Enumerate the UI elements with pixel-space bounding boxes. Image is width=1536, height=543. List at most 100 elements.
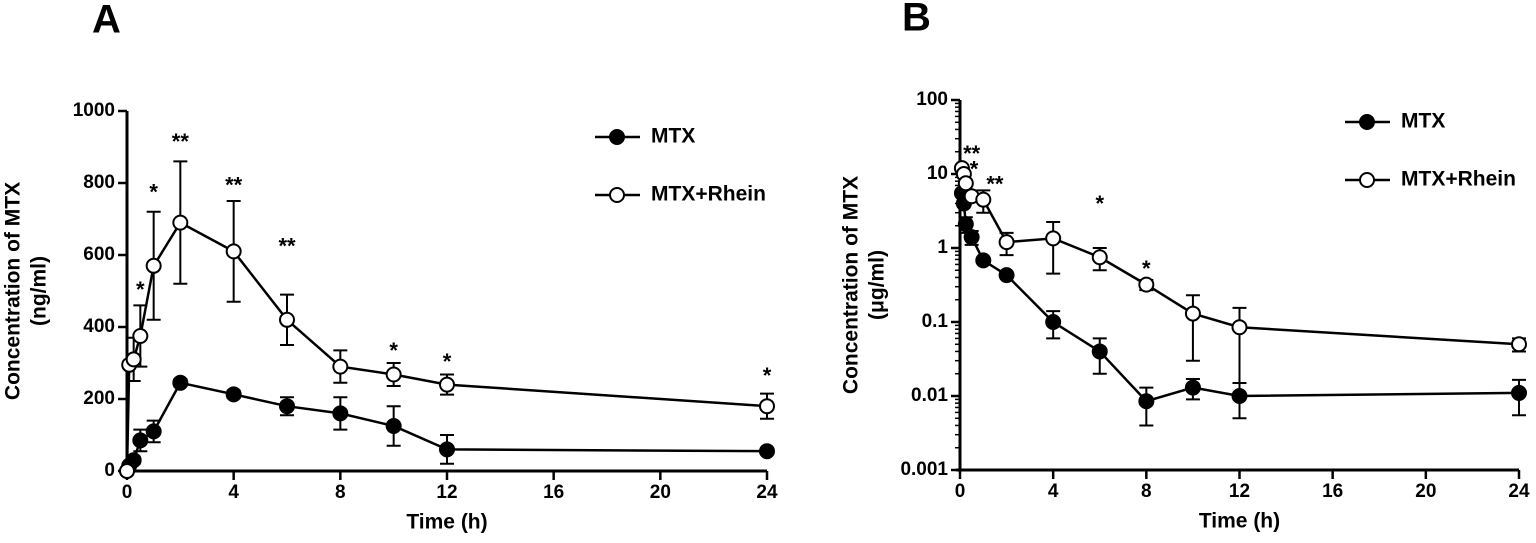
error-bar: [1185, 294, 1200, 362]
data-point: [385, 418, 402, 434]
data-point: [225, 243, 242, 260]
y-tick-label: 1000: [73, 100, 115, 121]
data-point: [279, 398, 295, 415]
significance-mark: *: [1095, 191, 1104, 216]
data-point: [1511, 384, 1527, 401]
y-axis-label: (μg/ml): [866, 250, 889, 320]
legend-label: MTX+Rhein: [1401, 168, 1516, 191]
data-point: [1045, 230, 1062, 247]
panel-label: A: [92, 0, 121, 42]
x-tick-label: 8: [1141, 481, 1152, 502]
y-axis-label: Concentration of MTX: [840, 176, 863, 394]
legend-label: MTX: [1401, 110, 1445, 133]
x-tick-label: 0: [122, 482, 133, 503]
data-point: [1138, 393, 1155, 410]
y-tick-label: 600: [83, 244, 115, 265]
x-tick-label: 8: [335, 482, 346, 503]
data-point: [963, 229, 980, 246]
data-point: [1511, 336, 1527, 353]
x-tick-label: 20: [650, 482, 671, 503]
y-tick-label: 800: [83, 172, 115, 193]
x-tick-label: 4: [228, 482, 239, 503]
data-point: [1045, 314, 1062, 330]
data-point: [975, 191, 992, 208]
data-point: [975, 252, 992, 269]
data-point: [332, 358, 349, 375]
y-tick-label: 0.001: [900, 459, 948, 480]
data-point: [119, 463, 135, 479]
x-tick-label: 0: [955, 481, 966, 502]
legend-label: MTX: [651, 125, 695, 148]
data-point: [998, 267, 1015, 284]
y-tick-label: 0.1: [922, 311, 949, 332]
significance-mark: *: [149, 180, 158, 205]
legend-label: MTX+Rhein: [651, 183, 766, 206]
x-tick-label: 4: [1048, 481, 1059, 502]
data-point: [1138, 276, 1155, 293]
y-tick-label: 200: [83, 388, 115, 409]
significance-mark: *: [389, 338, 398, 363]
significance-mark: **: [172, 129, 190, 154]
data-point: [1231, 388, 1248, 404]
data-point: [1091, 249, 1108, 266]
x-tick-label: 12: [1229, 481, 1250, 502]
data-point: [957, 216, 974, 233]
data-point: [172, 214, 189, 231]
x-tick-label: 24: [1508, 481, 1530, 502]
data-point: [145, 257, 162, 274]
y-tick-label: 0.01: [911, 385, 948, 406]
significance-mark: *: [443, 349, 452, 374]
data-point: [439, 376, 455, 393]
legend: MTX MTX+Rhein: [595, 125, 766, 206]
legend-marker: [609, 187, 625, 203]
y-tick-label: 1: [937, 237, 948, 258]
data-point: [225, 386, 242, 403]
significance-mark: *: [970, 157, 979, 182]
y-tick-label: 400: [83, 316, 115, 337]
data-point: [759, 398, 775, 415]
data-point: [132, 328, 149, 344]
y-tick-label: 100: [916, 89, 948, 110]
data-point: [1091, 343, 1108, 360]
significance-mark: *: [1142, 256, 1151, 281]
data-point: [279, 311, 295, 328]
y-axis-label: (ng/ml): [28, 256, 51, 326]
data-point: [172, 374, 189, 391]
panel: B 0.001 0.01 0.1 1 10 100 0 4 8 12 16 20 24 Time (h) Co…: [840, 0, 1530, 533]
significance-mark: *: [763, 363, 772, 388]
legend-marker: [609, 129, 625, 145]
data-point: [759, 443, 775, 460]
significance-mark: **: [963, 141, 981, 166]
legend: MTX MTX+Rhein: [1345, 110, 1516, 191]
data-point: [145, 423, 162, 440]
data-point: [998, 234, 1015, 251]
x-tick-label: 24: [756, 482, 778, 503]
data-point: [439, 441, 455, 458]
panel-label: B: [902, 0, 931, 40]
data-point: [1184, 305, 1201, 322]
y-tick-label: 0: [104, 460, 115, 481]
significance-mark: **: [225, 172, 243, 197]
y-axis-label: Concentration of MTX: [2, 182, 25, 400]
legend-marker: [1359, 114, 1375, 130]
x-axis-label: Time (h): [1199, 510, 1280, 533]
x-tick-label: 20: [1415, 481, 1436, 502]
data-point: [957, 175, 974, 192]
x-tick-label: 12: [436, 482, 457, 503]
x-axis-label: Time (h): [406, 511, 487, 534]
data-point: [1184, 379, 1201, 396]
error-bar: [1046, 220, 1061, 275]
series-line: [125, 220, 768, 472]
significance-mark: **: [278, 234, 296, 259]
significance-mark: **: [986, 171, 1004, 196]
data-point: [332, 405, 349, 422]
panel: A 0 200 400 600 800 1000 0 4 8 12 16 20 24 Time (h) Con…: [2, 0, 778, 534]
data-point: [132, 432, 149, 449]
data-point: [385, 366, 402, 383]
data-point: [1231, 319, 1248, 336]
x-tick-label: 16: [543, 482, 564, 503]
x-tick-label: 16: [1322, 481, 1343, 502]
data-point: [125, 351, 142, 368]
error-bar: [1232, 306, 1247, 384]
